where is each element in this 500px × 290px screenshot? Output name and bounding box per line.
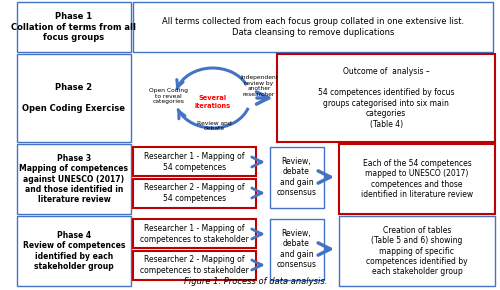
- Bar: [339, 144, 495, 214]
- Text: Phase 2

Open Coding Exercise: Phase 2 Open Coding Exercise: [22, 83, 126, 113]
- Text: All terms collected from each focus group collated in one extensive list.
Data c: All terms collected from each focus grou…: [162, 17, 464, 37]
- Bar: [278, 54, 495, 142]
- Bar: [17, 2, 131, 52]
- Text: Figure 1. Process of data analysis.: Figure 1. Process of data analysis.: [184, 277, 328, 286]
- Bar: [133, 251, 256, 280]
- Text: Phase 3
Mapping of competences
against UNESCO (2017)
and those identified in
lit: Phase 3 Mapping of competences against U…: [20, 154, 128, 204]
- Text: Researcher 2 - Mapping of
competences to stakeholder: Researcher 2 - Mapping of competences to…: [140, 255, 249, 275]
- Text: Researcher 2 - Mapping of
54 competences: Researcher 2 - Mapping of 54 competences: [144, 183, 244, 203]
- Text: Phase 1
Collation of terms from all
focus groups: Phase 1 Collation of terms from all focu…: [12, 12, 136, 42]
- Text: Review and
debate: Review and debate: [198, 121, 232, 131]
- Text: Review,
debate
and gain
consensus: Review, debate and gain consensus: [276, 229, 316, 269]
- Bar: [270, 147, 324, 208]
- Bar: [339, 216, 495, 286]
- Bar: [133, 147, 256, 176]
- Bar: [17, 216, 131, 286]
- Bar: [17, 144, 131, 214]
- Text: Researcher 1 - Mapping of
54 competences: Researcher 1 - Mapping of 54 competences: [144, 152, 244, 172]
- Bar: [133, 2, 493, 52]
- Text: Each of the 54 competences
mapped to UNESCO (2017)
competences and those
identif: Each of the 54 competences mapped to UNE…: [361, 159, 473, 199]
- Text: Open Coding
to reveal
categories: Open Coding to reveal categories: [149, 88, 188, 104]
- Bar: [270, 219, 324, 280]
- Text: Review,
debate
and gain
consensus: Review, debate and gain consensus: [276, 157, 316, 197]
- Text: Creation of tables
(Table 5 and 6) showing
mapping of specific
competences ident: Creation of tables (Table 5 and 6) showi…: [366, 226, 468, 276]
- Text: Outcome of  analysis –

54 competences identified by focus
groups categorised in: Outcome of analysis – 54 competences ide…: [318, 68, 454, 128]
- Text: Researcher 1 - Mapping of
competences to stakeholder: Researcher 1 - Mapping of competences to…: [140, 224, 249, 244]
- Bar: [133, 179, 256, 208]
- Bar: [17, 54, 131, 142]
- Text: Phase 4
Review of competences
identified by each
stakeholder group: Phase 4 Review of competences identified…: [23, 231, 125, 271]
- Bar: [133, 219, 256, 248]
- Text: Several
iterations: Several iterations: [194, 95, 231, 108]
- Text: Independent
review by
another
researcher: Independent review by another researcher: [240, 75, 278, 97]
